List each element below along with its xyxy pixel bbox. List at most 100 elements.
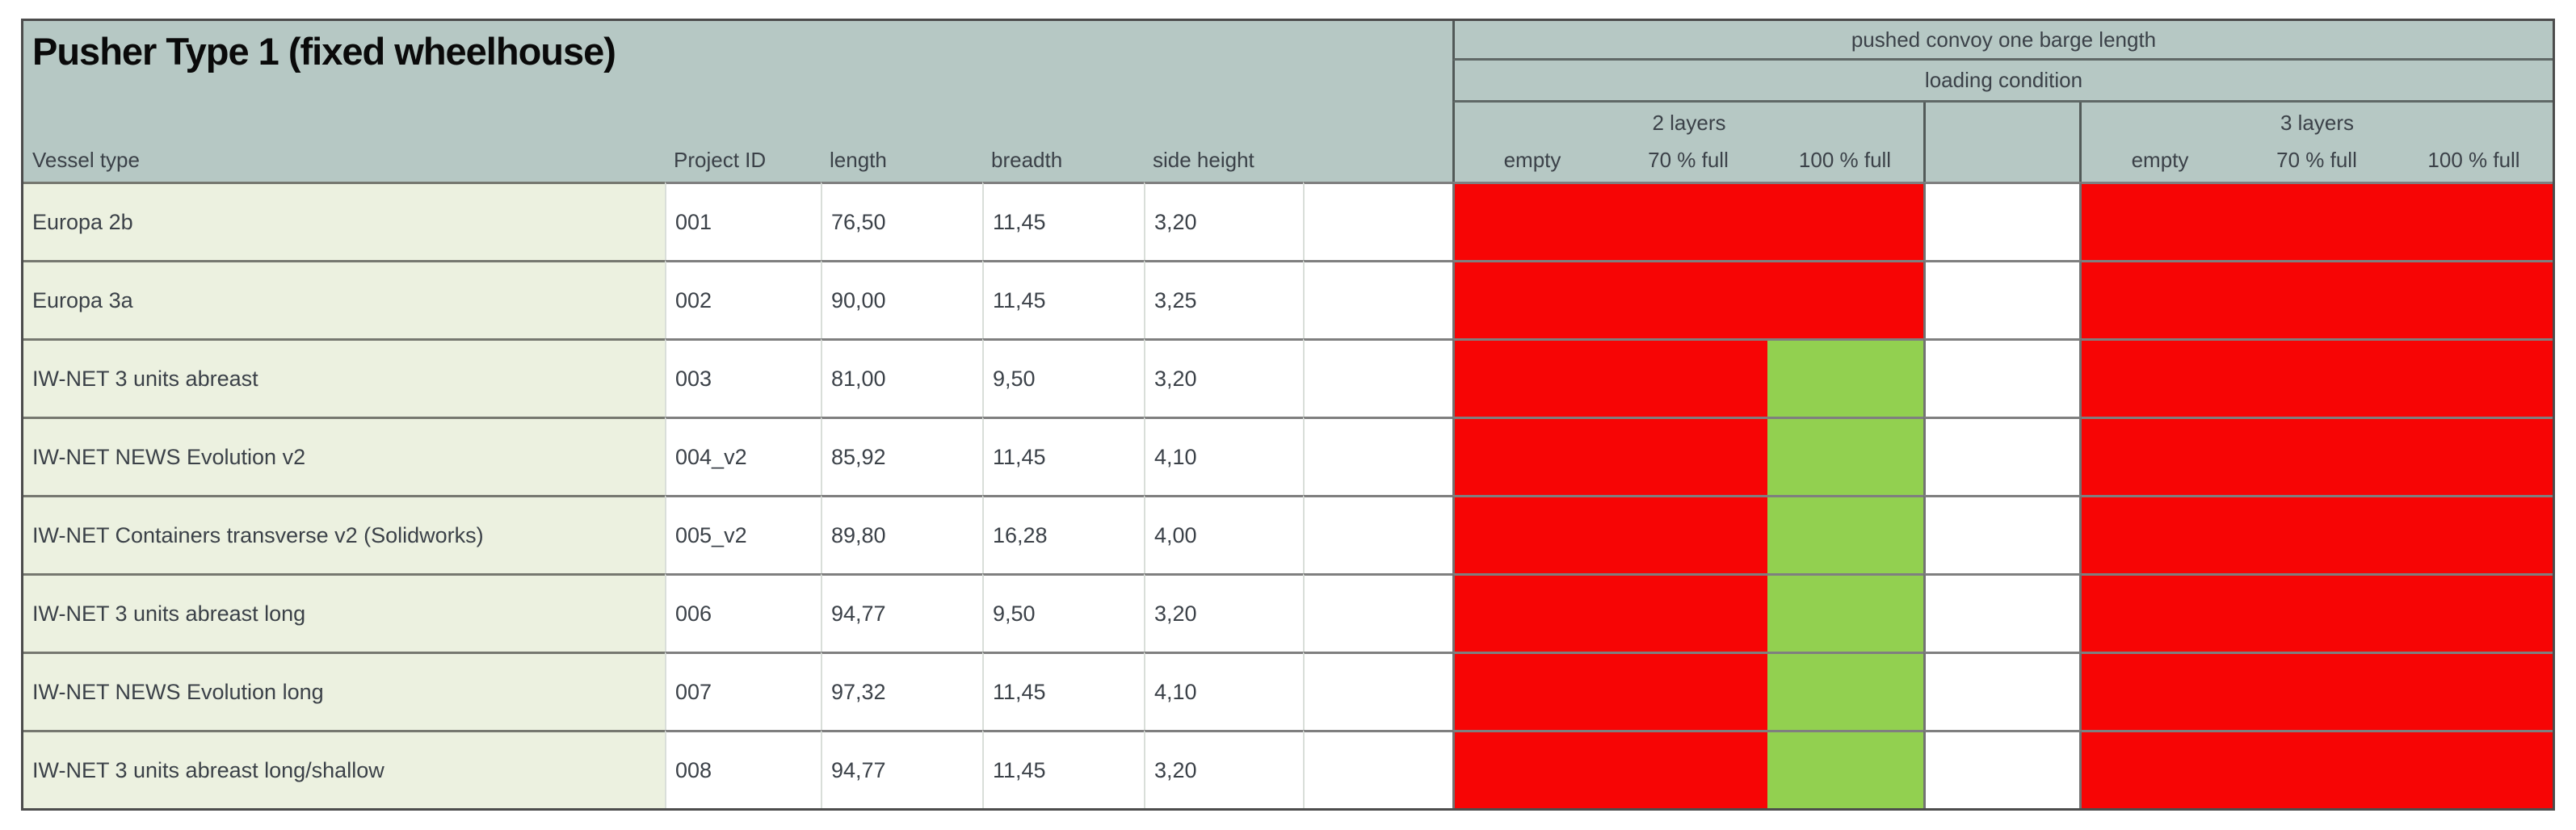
header-gap-cell bbox=[1923, 103, 2082, 182]
project-id-cell[interactable]: 003 bbox=[665, 338, 821, 417]
breadth-cell[interactable]: 16,28 bbox=[982, 495, 1144, 573]
status-segment bbox=[2082, 654, 2239, 730]
status-segment bbox=[1611, 419, 1767, 495]
side-height-cell[interactable]: 4,00 bbox=[1144, 495, 1303, 573]
status-segment bbox=[2395, 184, 2553, 260]
length-cell[interactable]: 94,77 bbox=[821, 730, 982, 808]
status-segment bbox=[2395, 497, 2553, 573]
project-id-cell[interactable]: 001 bbox=[665, 182, 821, 260]
project-id-cell[interactable]: 006 bbox=[665, 573, 821, 652]
length-cell[interactable]: 90,00 bbox=[821, 260, 982, 338]
status-cell-3layers[interactable] bbox=[2082, 260, 2553, 338]
length-cell[interactable]: 97,32 bbox=[821, 652, 982, 730]
breadth-cell[interactable]: 11,45 bbox=[982, 260, 1144, 338]
status-cell-3layers[interactable] bbox=[2082, 730, 2553, 808]
project-id-cell[interactable]: 002 bbox=[665, 260, 821, 338]
length-cell[interactable]: 94,77 bbox=[821, 573, 982, 652]
status-cell-2layers[interactable] bbox=[1452, 182, 1923, 260]
project-id-cell[interactable]: 008 bbox=[665, 730, 821, 808]
column-header-breadth[interactable]: breadth bbox=[982, 143, 1144, 182]
vessel-cell[interactable]: IW-NET NEWS Evolution long bbox=[23, 652, 665, 730]
status-segment bbox=[2082, 497, 2239, 573]
group-header-2-layers[interactable]: 2 layers bbox=[1452, 103, 1923, 143]
status-cell-2layers[interactable] bbox=[1452, 652, 1923, 730]
status-segment bbox=[2238, 732, 2396, 808]
vessel-cell[interactable]: IW-NET 3 units abreast bbox=[23, 338, 665, 417]
status-cell-3layers[interactable] bbox=[2082, 652, 2553, 730]
vessel-cell[interactable]: Europa 2b bbox=[23, 182, 665, 260]
length-cell[interactable]: 85,92 bbox=[821, 417, 982, 495]
status-cell-2layers[interactable] bbox=[1452, 417, 1923, 495]
status-segment bbox=[1767, 419, 1923, 495]
project-id-cell[interactable]: 007 bbox=[665, 652, 821, 730]
vessel-cell[interactable]: IW-NET NEWS Evolution v2 bbox=[23, 417, 665, 495]
column-header-length[interactable]: length bbox=[821, 143, 982, 182]
status-cell-3layers[interactable] bbox=[2082, 338, 2553, 417]
side-height-cell[interactable]: 3,20 bbox=[1144, 730, 1303, 808]
subheader-3layers-empty[interactable]: empty bbox=[2082, 143, 2238, 182]
status-cell-3layers[interactable] bbox=[2082, 495, 2553, 573]
spacer-cell bbox=[1923, 182, 2082, 260]
breadth-cell[interactable]: 11,45 bbox=[982, 417, 1144, 495]
status-segment bbox=[2395, 732, 2553, 808]
spacer-cell bbox=[1303, 182, 1452, 260]
spacer-cell bbox=[1303, 338, 1452, 417]
status-segment bbox=[2082, 184, 2239, 260]
status-cell-2layers[interactable] bbox=[1452, 260, 1923, 338]
project-id-cell[interactable]: 005_v2 bbox=[665, 495, 821, 573]
column-header-side-height[interactable]: side height bbox=[1144, 143, 1303, 182]
subheader-3layers-70full[interactable]: 70 % full bbox=[2238, 143, 2395, 182]
length-cell[interactable]: 76,50 bbox=[821, 182, 982, 260]
breadth-cell[interactable]: 9,50 bbox=[982, 573, 1144, 652]
column-header-project-id[interactable]: Project ID bbox=[665, 143, 821, 182]
length-cell[interactable]: 81,00 bbox=[821, 338, 982, 417]
vessel-cell[interactable]: IW-NET Containers transverse v2 (Solidwo… bbox=[23, 495, 665, 573]
breadth-cell[interactable]: 11,45 bbox=[982, 182, 1144, 260]
group-header-3-layers[interactable]: 3 layers bbox=[2082, 103, 2553, 143]
left-header-block[interactable]: Pusher Type 1 (fixed wheelhouse) bbox=[23, 21, 1452, 143]
side-height-cell[interactable]: 4,10 bbox=[1144, 417, 1303, 495]
status-cell-2layers[interactable] bbox=[1452, 573, 1923, 652]
subheader-2layers-empty[interactable]: empty bbox=[1452, 143, 1610, 182]
vessel-cell[interactable]: Europa 3a bbox=[23, 260, 665, 338]
status-segment bbox=[1767, 654, 1923, 730]
status-cell-3layers[interactable] bbox=[2082, 417, 2553, 495]
loading-condition-header[interactable]: loading condition bbox=[1452, 61, 2553, 103]
convoy-header[interactable]: pushed convoy one barge length bbox=[1452, 21, 2553, 61]
spacer-cell bbox=[1303, 573, 1452, 652]
status-cell-3layers[interactable] bbox=[2082, 182, 2553, 260]
spacer-cell bbox=[1923, 573, 2082, 652]
status-cell-2layers[interactable] bbox=[1452, 730, 1923, 808]
status-cell-3layers[interactable] bbox=[2082, 573, 2553, 652]
status-segment bbox=[1767, 262, 1923, 338]
breadth-cell[interactable]: 11,45 bbox=[982, 730, 1144, 808]
column-header-vessel-type[interactable]: Vessel type bbox=[23, 143, 665, 182]
spacer-cell bbox=[1303, 417, 1452, 495]
sheet-title: Pusher Type 1 (fixed wheelhouse) bbox=[32, 30, 616, 73]
side-height-cell[interactable]: 3,20 bbox=[1144, 573, 1303, 652]
side-height-cell[interactable]: 3,20 bbox=[1144, 338, 1303, 417]
side-height-cell[interactable]: 3,25 bbox=[1144, 260, 1303, 338]
status-segment bbox=[2395, 654, 2553, 730]
subheader-2layers-100full[interactable]: 100 % full bbox=[1767, 143, 1923, 182]
subheader-2layers-70full[interactable]: 70 % full bbox=[1610, 143, 1767, 182]
subheader-3layers-100full[interactable]: 100 % full bbox=[2395, 143, 2553, 182]
status-segment bbox=[1455, 654, 1612, 730]
length-cell[interactable]: 89,80 bbox=[821, 495, 982, 573]
status-cell-2layers[interactable] bbox=[1452, 495, 1923, 573]
status-segment bbox=[1767, 341, 1923, 417]
status-segment bbox=[1767, 576, 1923, 652]
breadth-cell[interactable]: 11,45 bbox=[982, 652, 1144, 730]
side-height-cell[interactable]: 3,20 bbox=[1144, 182, 1303, 260]
status-segment bbox=[1767, 732, 1923, 808]
project-id-cell[interactable]: 004_v2 bbox=[665, 417, 821, 495]
vessel-cell[interactable]: IW-NET 3 units abreast long bbox=[23, 573, 665, 652]
status-segment bbox=[2082, 732, 2239, 808]
status-cell-2layers[interactable] bbox=[1452, 338, 1923, 417]
vessel-cell[interactable]: IW-NET 3 units abreast long/shallow bbox=[23, 730, 665, 808]
side-height-cell[interactable]: 4,10 bbox=[1144, 652, 1303, 730]
spacer-cell bbox=[1923, 338, 2082, 417]
breadth-cell[interactable]: 9,50 bbox=[982, 338, 1144, 417]
status-segment bbox=[1611, 262, 1767, 338]
